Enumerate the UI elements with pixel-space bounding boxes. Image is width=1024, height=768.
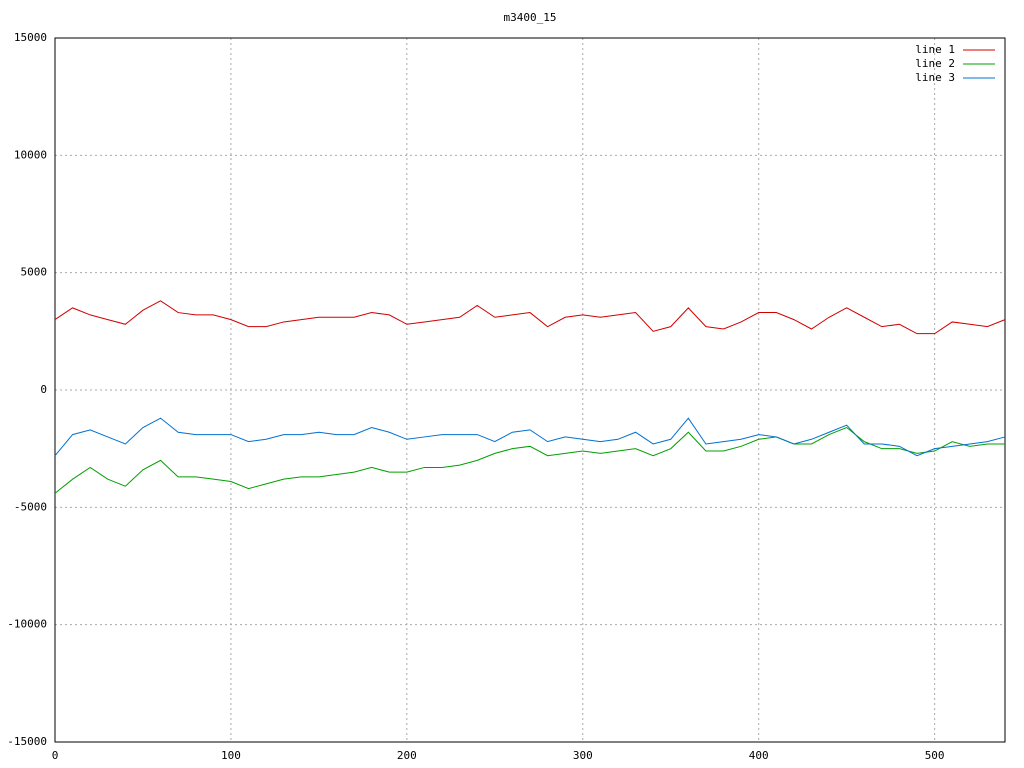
x-tick-label: 500 — [925, 749, 945, 762]
y-tick-label: 10000 — [14, 148, 47, 161]
legend-label: line 3 — [915, 71, 955, 84]
y-tick-label: 0 — [40, 383, 47, 396]
x-tick-label: 200 — [397, 749, 417, 762]
y-tick-label: -15000 — [7, 735, 47, 748]
x-tick-label: 300 — [573, 749, 593, 762]
series-line — [54, 300, 1006, 335]
legend-label: line 1 — [915, 43, 955, 56]
y-tick-label: -5000 — [14, 500, 47, 513]
y-tick-label: 5000 — [21, 266, 48, 279]
series-line — [54, 426, 1005, 494]
series-line — [54, 417, 1006, 457]
x-tick-label: 0 — [52, 749, 59, 762]
x-tick-label: 400 — [749, 749, 769, 762]
y-tick-label: -10000 — [7, 618, 47, 631]
x-tick-label: 100 — [221, 749, 241, 762]
plot-border — [54, 37, 1006, 743]
chart-title: m3400_15 — [504, 11, 557, 24]
y-tick-label: 15000 — [14, 31, 47, 44]
legend-label: line 2 — [915, 57, 955, 70]
